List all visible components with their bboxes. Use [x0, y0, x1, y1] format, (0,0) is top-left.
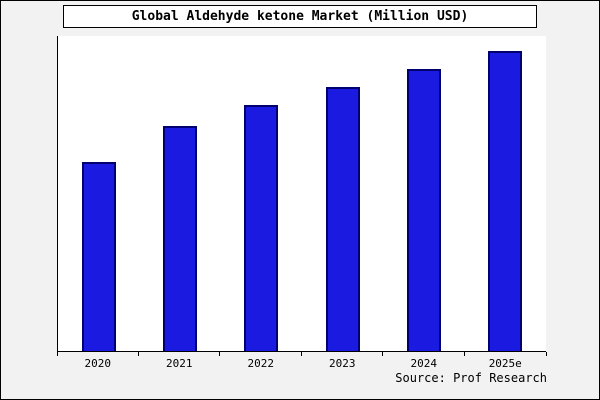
x-tick-label-2023: 2023 — [329, 357, 356, 370]
bars-container — [58, 36, 546, 351]
x-tick-label-2021: 2021 — [166, 357, 193, 370]
bar-slot-2025e — [465, 36, 546, 351]
bar-2020 — [81, 162, 116, 351]
bar-2023 — [325, 87, 360, 351]
source-text: Source: Prof Research — [395, 371, 547, 385]
x-tick-label-2024: 2024 — [410, 357, 438, 370]
axis-tick — [137, 352, 139, 356]
x-tick-label-2020: 2020 — [84, 357, 112, 370]
bar-slot-2024 — [383, 36, 464, 351]
chart-title: Global Aldehyde ketone Market (Million U… — [131, 9, 469, 24]
axis-tick — [382, 352, 384, 356]
x-axis-labels: 2020 2021 2022 2023 2024 2025e — [57, 357, 546, 370]
bar-slot-2022 — [221, 36, 302, 351]
bar-2022 — [244, 105, 279, 351]
chart-title-box: Global Aldehyde ketone Market (Million U… — [63, 5, 537, 28]
x-tick-label-2022: 2022 — [247, 357, 275, 370]
plot-area — [57, 36, 546, 352]
bar-2021 — [162, 126, 197, 351]
axis-tick — [219, 352, 221, 356]
x-tick-label-2025e: 2025e — [488, 357, 522, 370]
bar-2024 — [406, 69, 441, 351]
bar-slot-2021 — [139, 36, 220, 351]
axis-tick — [464, 352, 465, 356]
bar-2025e — [488, 51, 523, 351]
bar-slot-2023 — [302, 36, 383, 351]
axis-tick — [545, 352, 547, 356]
bar-slot-2020 — [58, 36, 139, 351]
axis-tick — [301, 352, 302, 356]
axis-tick — [56, 352, 58, 356]
